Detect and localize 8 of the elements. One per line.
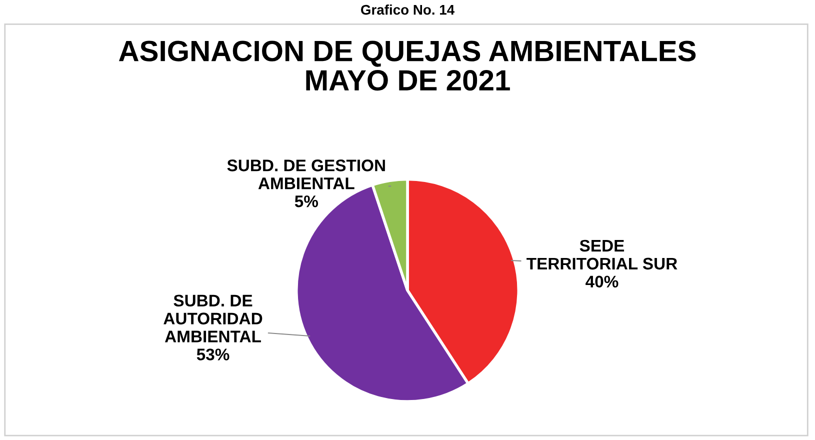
data-label: 5%: [294, 195, 318, 208]
slice-label: SUBD. DE AUTORIDAD AMBIENTAL: [164, 294, 262, 342]
slice-label: SEDE TERRITORIAL SUR: [526, 240, 678, 270]
data-label: 40%: [586, 276, 618, 288]
text: Grafico No. 14: [360, 4, 455, 15]
data-label: 53%: [196, 348, 230, 360]
chart-title: ASIGNACION DE QUEJAS AMBIENTALES MAYO DE 2021: [118, 40, 696, 91]
slice-label: SUBD. DE GESTION AMBIENTAL: [227, 160, 385, 190]
